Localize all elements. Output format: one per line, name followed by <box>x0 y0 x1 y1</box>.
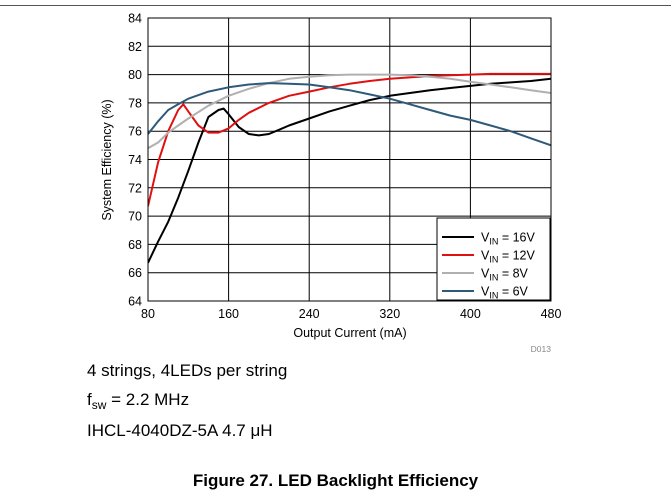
x-tick-label: 320 <box>379 307 400 321</box>
y-tick-label: 84 <box>128 12 142 26</box>
x-tick-label: 480 <box>541 307 562 321</box>
note-switching-frequency: fsw = 2.2 MHz <box>87 390 190 412</box>
legend-label: VIN = 12V <box>481 249 535 265</box>
series-line-12v <box>148 72 551 207</box>
y-tick-label: 74 <box>128 153 142 167</box>
legend-label: VIN = 6V <box>481 285 529 301</box>
tick-labels: 80 160 240 320 400 480 64 66 68 70 72 74 76 78 80 82 84 <box>128 12 561 322</box>
series-line-16v <box>148 77 551 264</box>
note-fsw-symbol: f <box>87 390 92 409</box>
y-tick-label: 66 <box>128 266 142 280</box>
series-lines <box>148 72 551 264</box>
series-line-8v <box>148 73 551 150</box>
note-inductor-text: IHCL-4040DZ-5A 4.7 μH <box>87 421 273 440</box>
y-tick-label: 76 <box>128 125 142 139</box>
legend-box <box>436 217 551 301</box>
note-strings-text: 4 strings, 4LEDs per string <box>87 361 288 380</box>
series-line-6v <box>148 82 551 147</box>
note-inductor: IHCL-4040DZ-5A 4.7 μH <box>87 421 273 441</box>
y-tick-label: 82 <box>128 40 142 54</box>
legend-label: VIN = 8V <box>481 267 529 283</box>
y-tick-label: 64 <box>128 295 142 309</box>
figure-caption: Figure 27. LED Backlight Efficiency <box>192 471 479 490</box>
x-axis-title: Output Current (mA) <box>293 326 406 340</box>
legend-label: VIN = 16V <box>481 231 535 247</box>
y-tick-label: 80 <box>128 68 142 82</box>
efficiency-chart: 80 160 240 320 400 4806466687072747678808284 … <box>100 12 561 355</box>
top-rule <box>0 5 671 6</box>
y-tick-label: 78 <box>128 96 142 110</box>
plot-border <box>147 17 552 302</box>
x-tick-label: 80 <box>141 307 155 321</box>
y-axis-title: System Efficiency (%) <box>100 99 114 220</box>
figure-id: D013 <box>531 344 552 354</box>
note-fsw-subscript: sw <box>91 398 107 412</box>
note-fsw-value: = 2.2 MHz <box>106 390 190 409</box>
legend: VIN = 16V VIN = 12V VIN = 8V VIN = 6V <box>436 217 551 301</box>
note-strings: 4 strings, 4LEDs per string <box>87 361 287 381</box>
y-tick-label: 70 <box>128 210 142 224</box>
y-tick-label: 72 <box>128 181 142 195</box>
x-tick-label: 240 <box>299 307 320 321</box>
y-tick-label: 68 <box>128 238 142 252</box>
x-tick-label: 160 <box>218 307 239 321</box>
x-tick-label: 400 <box>460 307 481 321</box>
